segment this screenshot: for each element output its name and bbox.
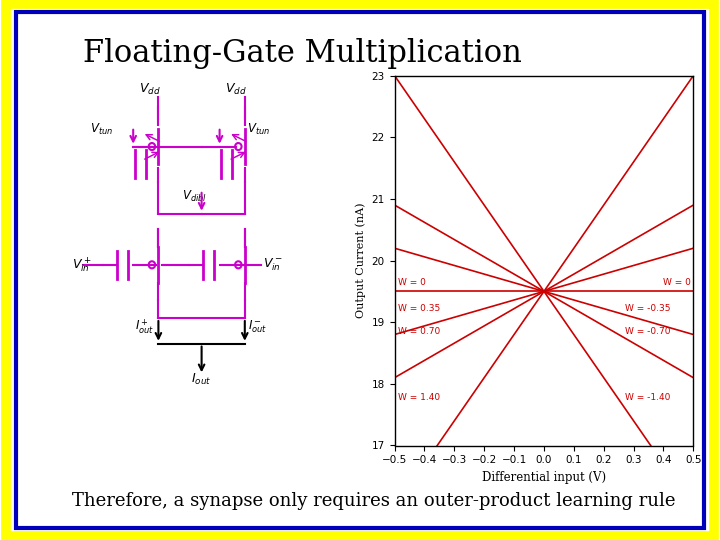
Text: W = 0: W = 0 <box>397 278 426 287</box>
Text: W = -1.40: W = -1.40 <box>625 393 670 402</box>
Text: W = -0.70: W = -0.70 <box>625 327 670 336</box>
Text: W = 0.35: W = 0.35 <box>397 304 440 313</box>
Text: W = 0.70: W = 0.70 <box>397 327 440 336</box>
Text: $V_{tun}$: $V_{tun}$ <box>90 122 113 137</box>
Text: $V_{in}^+$: $V_{in}^+$ <box>72 255 91 274</box>
Text: $I_{out}^+$: $I_{out}^+$ <box>135 317 154 336</box>
Text: $I_{out}$: $I_{out}$ <box>191 372 211 387</box>
Y-axis label: Output Current (nA): Output Current (nA) <box>356 203 366 318</box>
Text: Floating-Gate Multiplication: Floating-Gate Multiplication <box>83 38 522 69</box>
Text: $V_{dd}$: $V_{dd}$ <box>138 82 161 97</box>
Text: $I_{out}^-$: $I_{out}^-$ <box>248 319 268 335</box>
Text: $V_{tun}$: $V_{tun}$ <box>246 122 270 137</box>
Text: $V_{dibl}$: $V_{dibl}$ <box>181 189 207 204</box>
Text: W = 1.40: W = 1.40 <box>397 393 440 402</box>
Text: W = 0: W = 0 <box>664 278 691 287</box>
Text: Therefore, a synapse only requires an outer-product learning rule: Therefore, a synapse only requires an ou… <box>72 492 675 510</box>
Text: $V_{in}^-$: $V_{in}^-$ <box>263 256 282 273</box>
Text: W = -0.35: W = -0.35 <box>625 304 670 313</box>
Text: $V_{dd}$: $V_{dd}$ <box>225 82 247 97</box>
X-axis label: Differential input (V): Differential input (V) <box>482 471 606 484</box>
